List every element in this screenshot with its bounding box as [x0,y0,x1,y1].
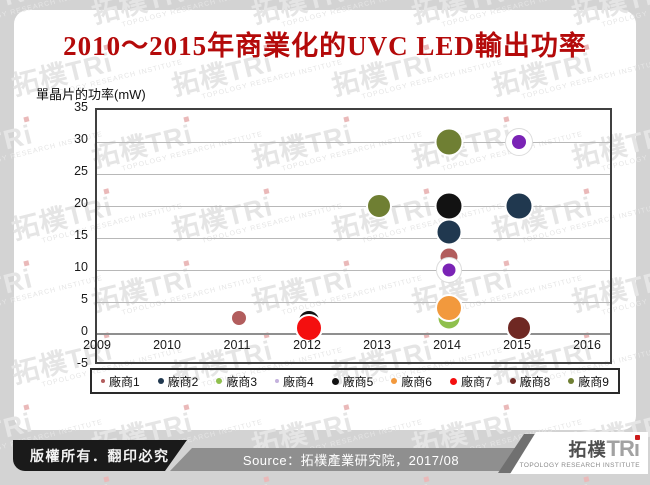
x-tick-label: 2013 [363,338,391,352]
legend-label: 廠商1 [109,374,140,389]
source-bar: Source：拓樸產業研究院，2017/08 [170,448,532,471]
x-tick-label: 2015 [503,338,531,352]
legend-label: 廠商2 [167,374,199,389]
legend-item: 廠商1 [101,373,140,390]
x-tick-label: 2014 [433,338,461,352]
data-point [295,313,323,342]
x-axis-zero-line [97,333,610,335]
y-tick-label: 20 [74,196,88,210]
legend-label: 廠商9 [578,374,609,389]
legend-marker-icon [216,378,223,384]
data-point [504,191,534,221]
gridline [97,174,610,175]
y-tick-label: 15 [74,228,88,242]
tri-logo-i-reddot-icon: ı [633,434,640,461]
legend-item: 廠商8 [509,373,551,390]
data-point [434,191,464,221]
gridline [97,302,610,303]
data-point [366,193,392,219]
y-tick-label: 5 [81,292,88,306]
legend-item: 廠商2 [157,373,199,390]
legend-marker-icon [331,377,339,385]
data-point [442,263,456,277]
legend-marker-icon [157,378,164,384]
tri-logo: 拓樸 TR ı TOPOLOGY RESEARCH INSTITUTE [510,432,648,474]
legend-marker-icon [509,378,516,384]
chart-card [14,10,636,430]
chart-title: 2010～2015年商業化的UVC LED輸出功率 [63,31,587,61]
x-tick-label: 2010 [153,338,181,352]
x-tick-label: 2009 [83,338,111,352]
legend-label: 廠商7 [460,374,492,389]
legend-label: 廠商8 [519,374,551,389]
tri-logo-cn: 拓樸 [568,439,607,460]
legend-label: 廠商3 [226,374,257,389]
legend-label: 廠商4 [282,374,314,389]
legend-label: 廠商6 [401,374,432,389]
data-point [230,309,248,327]
data-point [434,127,464,157]
legend-marker-icon [449,377,457,385]
gridline [97,206,610,207]
tri-logo-tr: TR [606,435,635,461]
tri-logo-row: 拓樸 TR ı [568,434,640,461]
y-tick-label: 0 [81,324,88,338]
legend: 廠商1 廠商2 廠商3 廠商4 廠商5 廠商6 廠商7 廠商8 廠商9 [90,368,620,394]
legend-marker-icon [274,379,279,383]
gridline [97,142,610,143]
legend-item: 廠商9 [568,373,609,390]
y-tick-label: -5 [76,356,88,370]
legend-label: 廠商5 [342,374,374,389]
data-point [506,314,532,341]
legend-item: 廠商5 [331,373,374,390]
gridline [97,270,610,271]
legend-marker-icon [391,378,398,384]
copyright-bar: 版權所有．翻印必究 [13,440,187,471]
y-tick-label: 30 [74,132,88,146]
legend-marker-icon [101,379,105,383]
data-point [435,294,463,323]
tri-logo-subtitle: TOPOLOGY RESEARCH INSTITUTE [519,461,640,469]
gridline [97,238,610,239]
data-point [512,135,526,149]
copyright-text: 版權所有．翻印必究 [30,447,170,464]
x-tick-label: 2016 [573,338,601,352]
source-text: Source：拓樸產業研究院，2017/08 [242,453,460,468]
legend-item: 廠商7 [449,373,492,390]
y-tick-label: 25 [74,164,88,178]
x-tick-label: 2012 [293,338,321,352]
y-axis-title: 單晶片的功率(mW) [36,87,146,102]
legend-item: 廠商4 [274,373,314,390]
y-tick-label: 10 [74,260,88,274]
legend-marker-icon [568,378,575,384]
data-point [435,218,463,246]
x-tick-label: 2011 [223,338,251,352]
plot-area [95,108,612,364]
y-tick-label: 35 [74,100,88,114]
legend-item: 廠商6 [391,373,432,390]
legend-item: 廠商3 [216,373,257,390]
